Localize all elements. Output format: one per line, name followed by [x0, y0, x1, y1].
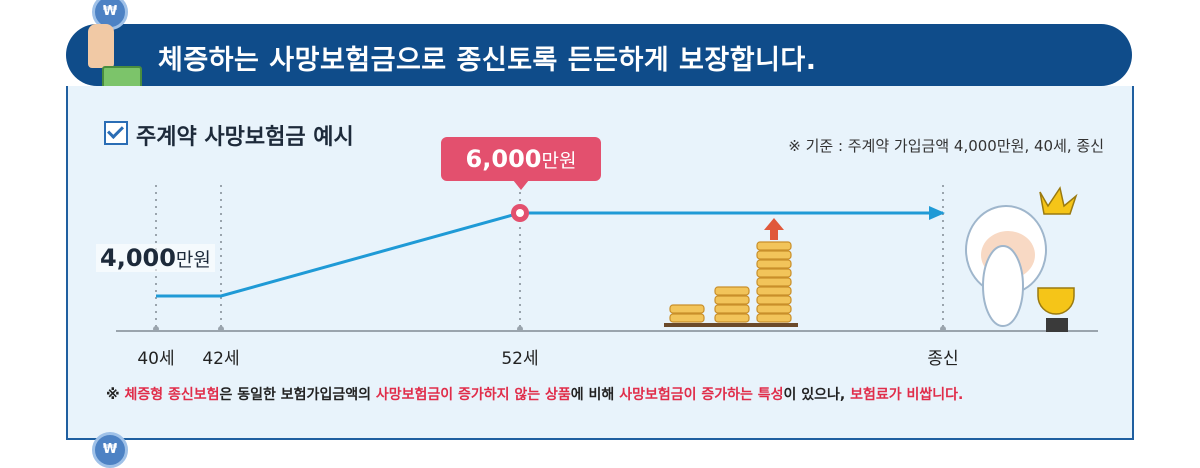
callout-value: 6,000 — [465, 145, 542, 173]
banner — [66, 24, 1132, 86]
data-point-center — [516, 209, 524, 217]
coin-stack-piece — [714, 304, 750, 314]
coin-stack-piece — [669, 313, 705, 323]
section-title: 주계약 사망보험금 예시 — [136, 125, 354, 150]
benefit-chart — [116, 185, 1098, 332]
coin-stack-piece — [756, 250, 792, 260]
coin-stack-piece — [756, 295, 792, 305]
up-arrow-icon — [764, 218, 784, 240]
coin-stack-piece — [756, 304, 792, 314]
footnote-text: 에 비해 — [570, 387, 620, 403]
coin-stack-piece — [714, 313, 750, 323]
x-tick-dot — [153, 326, 159, 332]
checkbox-icon — [104, 121, 128, 145]
x-tick-dot — [218, 326, 224, 332]
start-value-label: 4,000만원 — [96, 244, 215, 272]
series-arrowhead — [929, 206, 945, 220]
banner-title: 체증하는 사망보험금으로 종신토록 든든하게 보장합니다. — [158, 45, 817, 76]
basis-note: ※ 기준 : 주계약 가입금액 4,000만원, 40세, 종신 — [788, 137, 1104, 155]
coin-shelf — [664, 323, 798, 327]
x-tick-dot — [517, 326, 523, 332]
trophy-base — [1046, 318, 1068, 332]
coin-stack-piece — [714, 295, 750, 305]
coin-stack-piece — [756, 241, 792, 251]
peak-value-callout: 6,000만원 — [441, 137, 601, 190]
mascot-body — [982, 245, 1024, 327]
coin-stack-piece — [756, 286, 792, 296]
coin-stack-piece — [756, 259, 792, 269]
callout-unit: 만원 — [541, 150, 577, 172]
footnote-text: 은 동일한 보험가입금액의 — [219, 387, 376, 403]
footnote-emphasis: 사망보험금이 증가하지 않는 상품 — [375, 387, 571, 403]
footnote-emphasis: 체증형 종신보험 — [124, 387, 220, 403]
won-coin-icon: ₩ — [92, 432, 128, 468]
footnote-text: 이 있으나, — [783, 387, 851, 403]
crown-icon — [1039, 186, 1078, 215]
x-tick-dot — [940, 326, 946, 332]
hand-icon — [88, 24, 114, 68]
x-tick-label: 종신 — [927, 349, 959, 369]
x-tick-label: 42세 — [202, 349, 240, 369]
trophy-icon — [1037, 287, 1075, 315]
coin-stack-piece — [756, 268, 792, 278]
coin-stack-piece — [756, 277, 792, 287]
x-tick-label: 52세 — [501, 349, 539, 369]
footnote-emphasis: 사망보험금이 증가하는 특성 — [619, 387, 784, 403]
start-value: 4,000 — [100, 244, 176, 272]
footnote-prefix: ※ — [106, 387, 125, 403]
coin-stack-piece — [669, 304, 705, 314]
x-tick-label: 40세 — [137, 349, 175, 369]
start-unit: 만원 — [175, 249, 211, 271]
coin-stack-piece — [756, 313, 792, 323]
series-line — [156, 211, 943, 298]
footnote-emphasis: 보험료가 비쌉니다. — [850, 387, 964, 403]
coin-stack-piece — [714, 286, 750, 296]
footnote: ※ 체증형 종신보험은 동일한 보험가입금액의 사망보험금이 증가하지 않는 상… — [106, 384, 963, 404]
